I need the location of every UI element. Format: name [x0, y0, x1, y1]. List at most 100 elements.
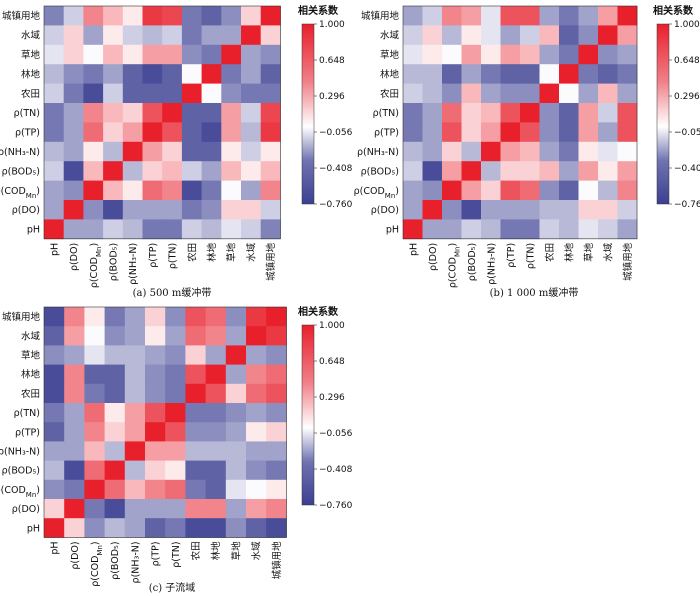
heatmap-cell-r5-c9	[221, 103, 242, 123]
heatmap-cell-r10-c7	[539, 200, 560, 220]
heatmap-cell-r11-c0	[44, 219, 65, 240]
heatmap-cell-r8-c7	[539, 161, 560, 181]
row-label: 农田	[380, 88, 399, 100]
heatmap-cell-r1-c7	[181, 25, 202, 46]
heatmap-cell-r5-c3	[103, 103, 124, 123]
heatmap-cell-r2-c6	[165, 345, 186, 365]
heatmap-cell-r3-c2	[442, 64, 462, 84]
heatmap-cell-r2-c3	[461, 44, 482, 65]
heatmap-cell-r0-c5	[145, 307, 166, 327]
heatmap-cell-r10-c10	[241, 200, 262, 220]
heatmap-cell-r11-c7	[539, 219, 560, 240]
heatmap-cell-r2-c11	[266, 345, 287, 365]
heatmap-cell-r9-c3	[104, 479, 126, 500]
heatmap-cell-r11-c6	[162, 219, 183, 240]
heatmap-cell-r5-c4	[481, 103, 501, 123]
row-label: ρ(TP)	[15, 128, 40, 139]
heatmap-cell-r7-c2	[442, 141, 462, 162]
heatmap-cell-r8-c10	[598, 161, 618, 181]
heatmap-cell-r8-c8	[205, 460, 227, 481]
heatmap-cell-r4-c3	[103, 83, 124, 104]
heatmap-cell-r6-c9	[221, 122, 242, 143]
heatmap-cell-r5-c7	[539, 103, 560, 123]
heatmap-cell-r0-c7	[185, 307, 206, 327]
heatmap-cell-r11-c8	[559, 219, 579, 240]
col-label: pH	[50, 541, 61, 554]
heatmap-cell-r8-c11	[617, 161, 638, 181]
heatmap-cell-r0-c0	[44, 307, 65, 327]
heatmap-cell-r10-c0	[44, 499, 65, 519]
heatmap-cell-r6-c10	[246, 422, 267, 442]
heatmap-cell-r3-c8	[559, 64, 579, 84]
heatmap-cell-r1-c11	[617, 25, 638, 46]
heatmap-cell-r8-c6	[162, 161, 183, 181]
heatmap-cell-r10-c1	[64, 499, 85, 519]
heatmap-cell-r0-c2	[83, 6, 104, 26]
heatmap-cell-r9-c4	[124, 479, 146, 500]
colorbar-tick-label: 1.000	[319, 321, 345, 331]
heatmap-cell-r6-c1	[422, 122, 443, 143]
heatmap-cell-r0-c0	[403, 6, 423, 26]
col-label: ρ(NH₃-N)	[128, 243, 139, 285]
heatmap-cell-r4-c10	[241, 83, 262, 104]
heatmap-cell-r3-c3	[104, 364, 126, 385]
heatmap-cell-r9-c7	[539, 180, 560, 201]
heatmap-cell-r0-c0	[44, 6, 65, 26]
heatmap-cell-r4-c0	[44, 383, 65, 404]
heatmap-cell-r10-c6	[162, 200, 183, 220]
heatmap-cell-r10-c9	[578, 200, 599, 220]
colorbar-tick-label: 1.000	[319, 20, 345, 30]
heatmap-cell-r9-c3	[103, 180, 124, 201]
heatmap-cell-r9-c6	[165, 479, 186, 500]
heatmap-cell-r11-c2	[442, 219, 462, 240]
heatmap-cell-r7-c3	[461, 141, 482, 162]
heatmap-cell-r11-c4	[481, 219, 501, 240]
heatmap-cell-r0-c7	[181, 6, 202, 26]
heatmap-cell-r7-c1	[63, 141, 84, 162]
heatmap-cell-r4-c3	[461, 83, 482, 104]
heatmap-cell-r3-c0	[403, 64, 423, 84]
heatmap-cell-r1-c5	[500, 25, 521, 46]
heatmap-cell-r11-c9	[225, 518, 247, 538]
heatmap-cell-r8-c10	[241, 161, 262, 181]
heatmap-cell-r8-c4	[481, 161, 501, 181]
heatmap-cell-r6-c5	[142, 122, 163, 143]
heatmap-cell-r11-c1	[63, 219, 84, 240]
heatmap-cell-r6-c11	[260, 122, 281, 143]
heatmap-cell-r6-c11	[266, 422, 287, 442]
heatmap-cell-r4-c6	[162, 83, 183, 104]
heatmap-cell-r0-c8	[201, 6, 222, 26]
colorbar-tick-label: −0.760	[319, 200, 353, 210]
heatmap-cell-r5-c6	[165, 403, 186, 423]
heatmap-cell-r8-c8	[559, 161, 579, 181]
heatmap-cell-r6-c11	[617, 122, 638, 143]
heatmap-cell-r11-c2	[84, 518, 105, 538]
colorbar-tick-label: −0.408	[319, 164, 353, 174]
heatmap-cell-r6-c0	[403, 122, 423, 143]
heatmap-cell-r5-c11	[617, 103, 638, 123]
heatmap-cell-r7-c5	[145, 441, 166, 461]
col-label: 农田	[186, 243, 198, 262]
heatmap-cell-r4-c6	[165, 383, 186, 404]
heatmap-cell-r11-c1	[64, 518, 85, 538]
col-label: 草地	[226, 242, 238, 262]
heatmap-cell-r3-c7	[185, 364, 206, 385]
heatmap-cell-r1-c8	[559, 25, 579, 46]
col-label: 城镇用地	[265, 242, 277, 281]
heatmap-cell-r1-c3	[103, 25, 124, 46]
heatmap-cell-r9-c6	[520, 180, 540, 201]
heatmap-cell-r2-c5	[142, 44, 163, 65]
heatmap-cell-r11-c10	[246, 518, 267, 538]
heatmap-cell-r3-c3	[461, 64, 482, 84]
heatmap-cell-r9-c9	[578, 180, 599, 201]
heatmap-cell-r0-c6	[162, 6, 183, 26]
heatmap-cell-r11-c0	[403, 219, 423, 240]
heatmap-cell-r10-c5	[145, 499, 166, 519]
heatmap-cell-r6-c4	[124, 422, 146, 442]
heatmap-cell-r7-c9	[578, 141, 599, 162]
heatmap-cell-r10-c3	[103, 200, 124, 220]
heatmap-cell-r7-c7	[539, 141, 560, 162]
heatmap-cell-r7-c3	[104, 441, 126, 461]
colorbar-tick-label: 0.296	[319, 393, 345, 403]
